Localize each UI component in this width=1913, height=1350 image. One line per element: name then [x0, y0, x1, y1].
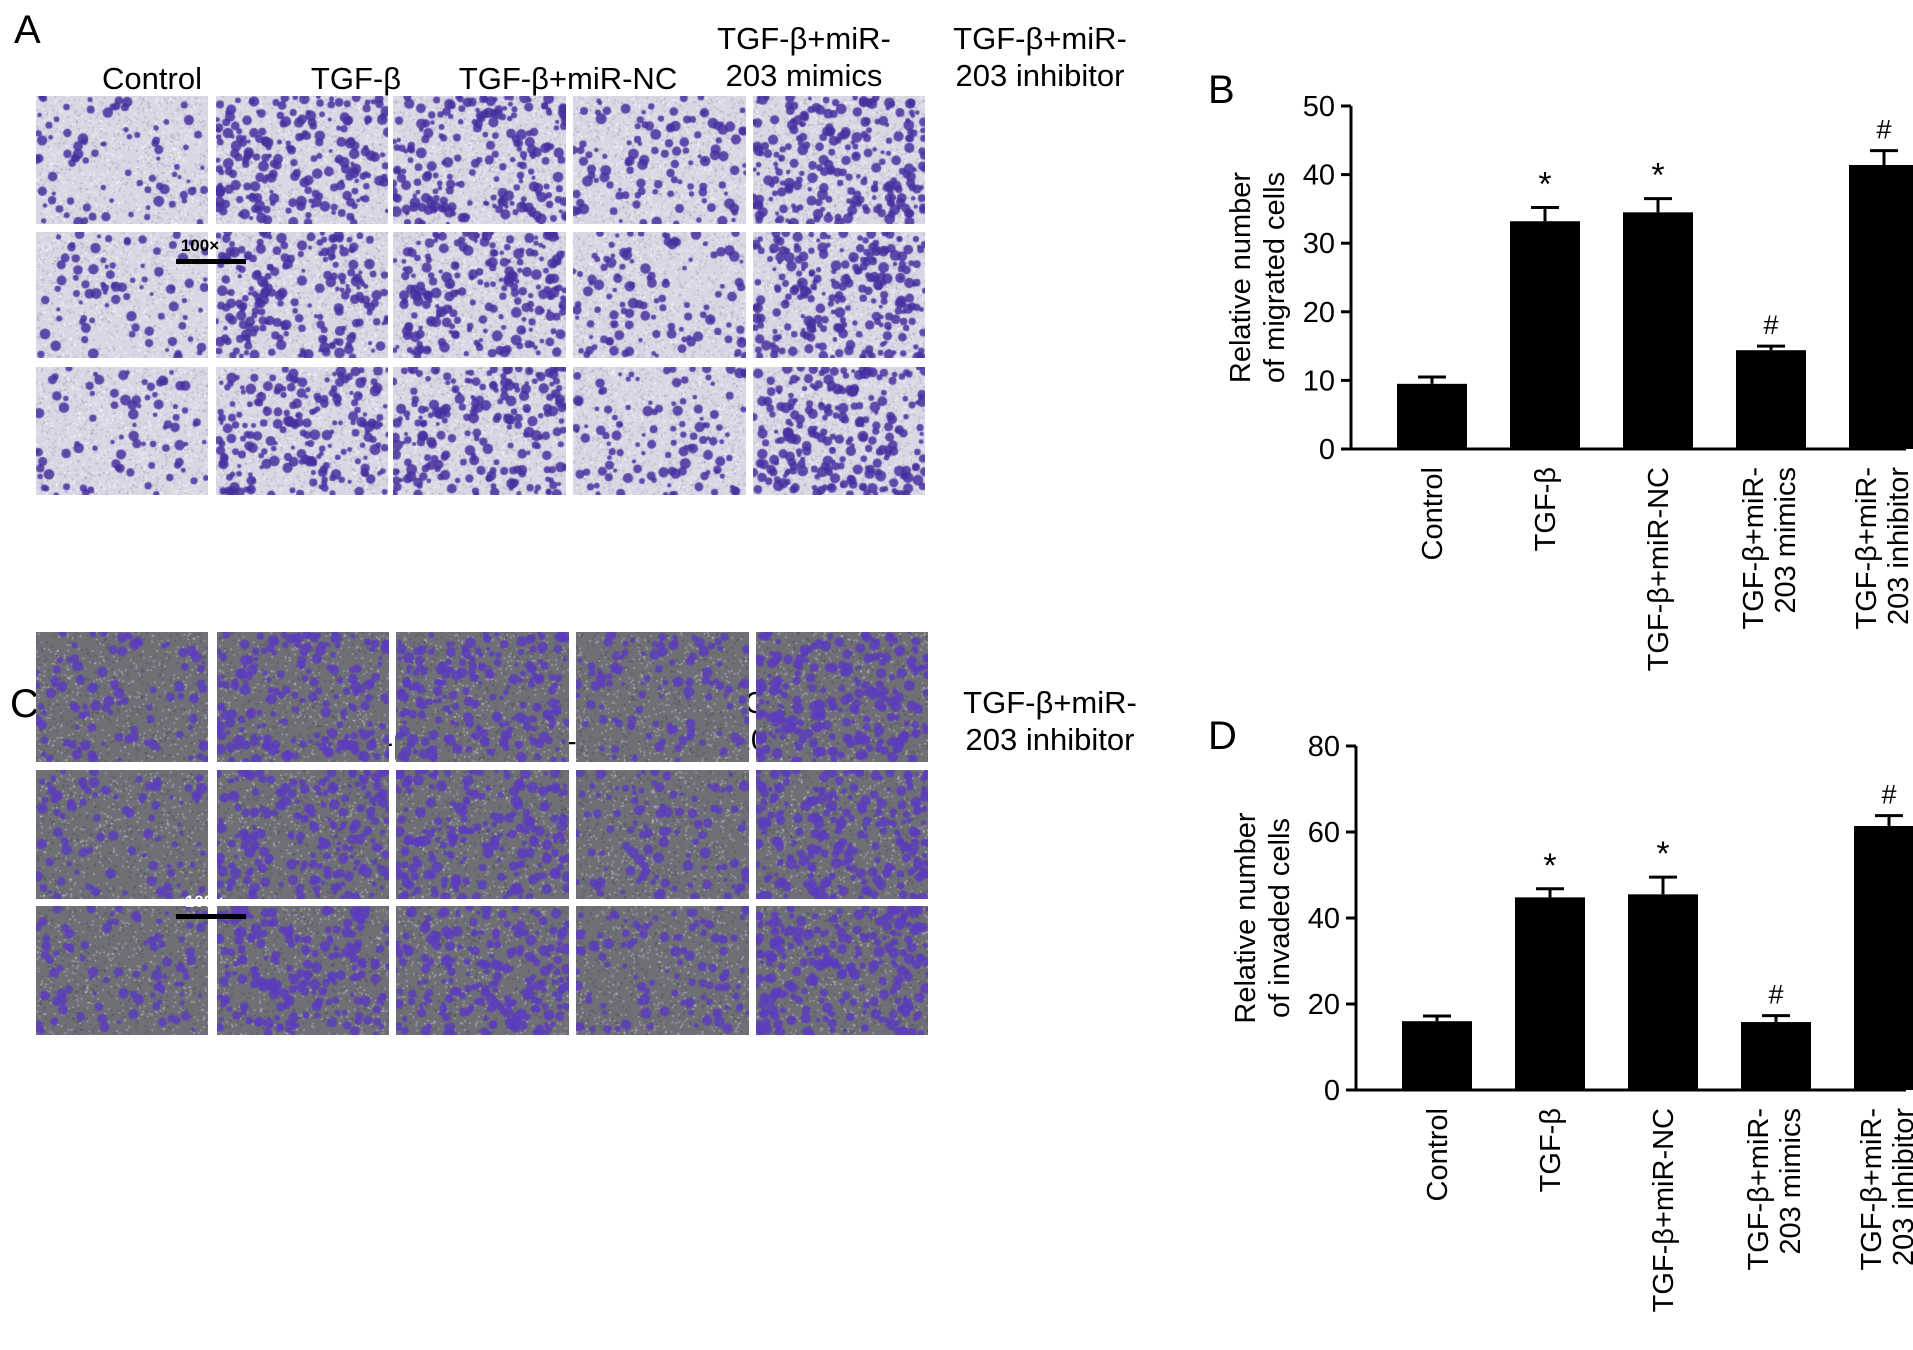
invasion-micrograph-mirnc-1 — [396, 632, 569, 762]
y-tick-label: 10 — [1303, 365, 1335, 397]
y-axis-label: Relative numberof invaded cells — [1230, 812, 1296, 1023]
col-label-c-inhibitor: TGF-β+miR- 203 inhibitor — [963, 685, 1137, 758]
significance-marker: * — [1543, 847, 1556, 885]
migration-micrograph-control-3 — [36, 367, 208, 495]
y-tick-label: 80 — [1308, 731, 1340, 763]
x-tick-label: TGF-β+miR-203 inhibitor — [1856, 1108, 1913, 1271]
x-tick-label: Control — [1422, 1108, 1454, 1202]
x-tick-label: TGF-β+miR-203 mimics — [1743, 1108, 1807, 1270]
invasion-micrograph-tgfb-2 — [217, 770, 389, 899]
invasion-micrograph-mirnc-2 — [396, 770, 569, 899]
x-tick-label: TGF-β+miR-203 inhibitor — [1851, 467, 1913, 630]
migration-micrograph-tgfb-3 — [216, 367, 388, 495]
x-tick-label: TGF-β — [1530, 467, 1562, 551]
x-tick-label: TGF-β+miR-203 mimics — [1738, 467, 1802, 629]
y-tick-label: 30 — [1303, 228, 1335, 260]
panel-label-c: C — [10, 682, 39, 726]
x-tick-label: Control — [1417, 467, 1449, 561]
col-label-a-control: Control — [102, 61, 202, 96]
migration-micrograph-control-2 — [36, 232, 208, 358]
y-tick-label: 0 — [1319, 434, 1335, 466]
migration-micrograph-tgfb-2 — [216, 232, 388, 358]
invasion-micrograph-control-3 — [36, 906, 208, 1035]
bar — [1510, 221, 1580, 449]
migration-micrograph-mimics-3 — [573, 367, 746, 495]
y-tick-label: 60 — [1308, 817, 1340, 849]
migration-micrograph-mirnc-2 — [393, 232, 566, 358]
invasion-micrograph-inhibitor-1 — [756, 632, 928, 762]
y-axis-label: Relative numberof migrated cells — [1225, 172, 1291, 383]
y-tick-label: 20 — [1303, 297, 1335, 329]
x-tick-label: TGF-β — [1535, 1108, 1567, 1192]
invasion-micrograph-inhibitor-3 — [756, 906, 928, 1035]
y-tick-label: 40 — [1303, 160, 1335, 192]
x-tick-label: TGF-β+miR-NC — [1648, 1108, 1680, 1312]
bar — [1402, 1021, 1472, 1090]
invasion-micrograph-mirnc-3 — [396, 906, 569, 1035]
invasion-micrograph-mimics-3 — [576, 906, 749, 1035]
significance-marker: # — [1763, 310, 1778, 340]
scale-bar-a — [176, 259, 246, 264]
y-tick-label: 50 — [1303, 91, 1335, 123]
migration-micrograph-mirnc-1 — [393, 96, 566, 224]
y-tick-label: 40 — [1308, 903, 1340, 935]
y-tick-label: 20 — [1308, 989, 1340, 1021]
col-label-a-mirnc: TGF-β+miR-NC — [458, 61, 678, 96]
scale-label-a: 100× — [180, 236, 220, 255]
scale-label-c: 100× — [184, 892, 224, 911]
scale-bar-c — [176, 914, 246, 919]
bar — [1849, 164, 1913, 449]
invasion-micrograph-tgfb-1 — [217, 632, 389, 762]
significance-marker: * — [1651, 157, 1664, 195]
bar — [1854, 825, 1913, 1090]
invasion-micrograph-mimics-1 — [576, 632, 749, 762]
col-label-a-tgfb: TGF-β — [310, 61, 402, 96]
panel-label-b: B — [1208, 68, 1235, 112]
bar — [1397, 383, 1467, 449]
significance-marker: # — [1876, 115, 1891, 145]
migration-micrograph-control-1 — [36, 96, 208, 224]
invasion-micrograph-control-1 — [36, 632, 208, 762]
bar — [1741, 1022, 1811, 1090]
y-tick-label: 0 — [1324, 1075, 1340, 1107]
col-label-a-inhibitor: TGF-β+miR- 203 inhibitor — [953, 21, 1127, 94]
significance-marker: # — [1881, 780, 1896, 810]
migration-micrograph-tgfb-1 — [216, 96, 388, 224]
migration-micrograph-inhibitor-2 — [753, 232, 925, 358]
invasion-micrograph-tgfb-3 — [217, 906, 389, 1035]
invasion-micrograph-control-2 — [36, 770, 208, 899]
migration-micrograph-inhibitor-3 — [753, 367, 925, 495]
bar — [1736, 350, 1806, 449]
significance-marker: * — [1656, 835, 1669, 873]
significance-marker: # — [1768, 980, 1783, 1010]
chart-d: 0 20 40 60 80 Relative numberof invaded cells… — [1230, 731, 1913, 1312]
panel-label-d: D — [1208, 714, 1237, 758]
significance-marker: * — [1538, 166, 1551, 204]
bar — [1628, 894, 1698, 1090]
invasion-micrograph-mimics-2 — [576, 770, 749, 899]
panel-label-a: A — [14, 8, 41, 52]
migration-micrograph-mimics-2 — [573, 232, 746, 358]
col-label-a-mimics: TGF-β+miR- 203 mimics — [717, 21, 891, 94]
bar — [1515, 897, 1585, 1090]
migration-micrograph-inhibitor-1 — [753, 96, 925, 224]
migration-micrograph-mirnc-3 — [393, 367, 566, 495]
x-tick-label: TGF-β+miR-NC — [1643, 467, 1675, 671]
bar — [1623, 212, 1693, 449]
chart-b: 0 10 20 30 40 50 Relative numberof migrated ce… — [1225, 91, 1913, 671]
migration-micrograph-mimics-1 — [573, 96, 746, 224]
invasion-micrograph-inhibitor-2 — [756, 770, 928, 899]
